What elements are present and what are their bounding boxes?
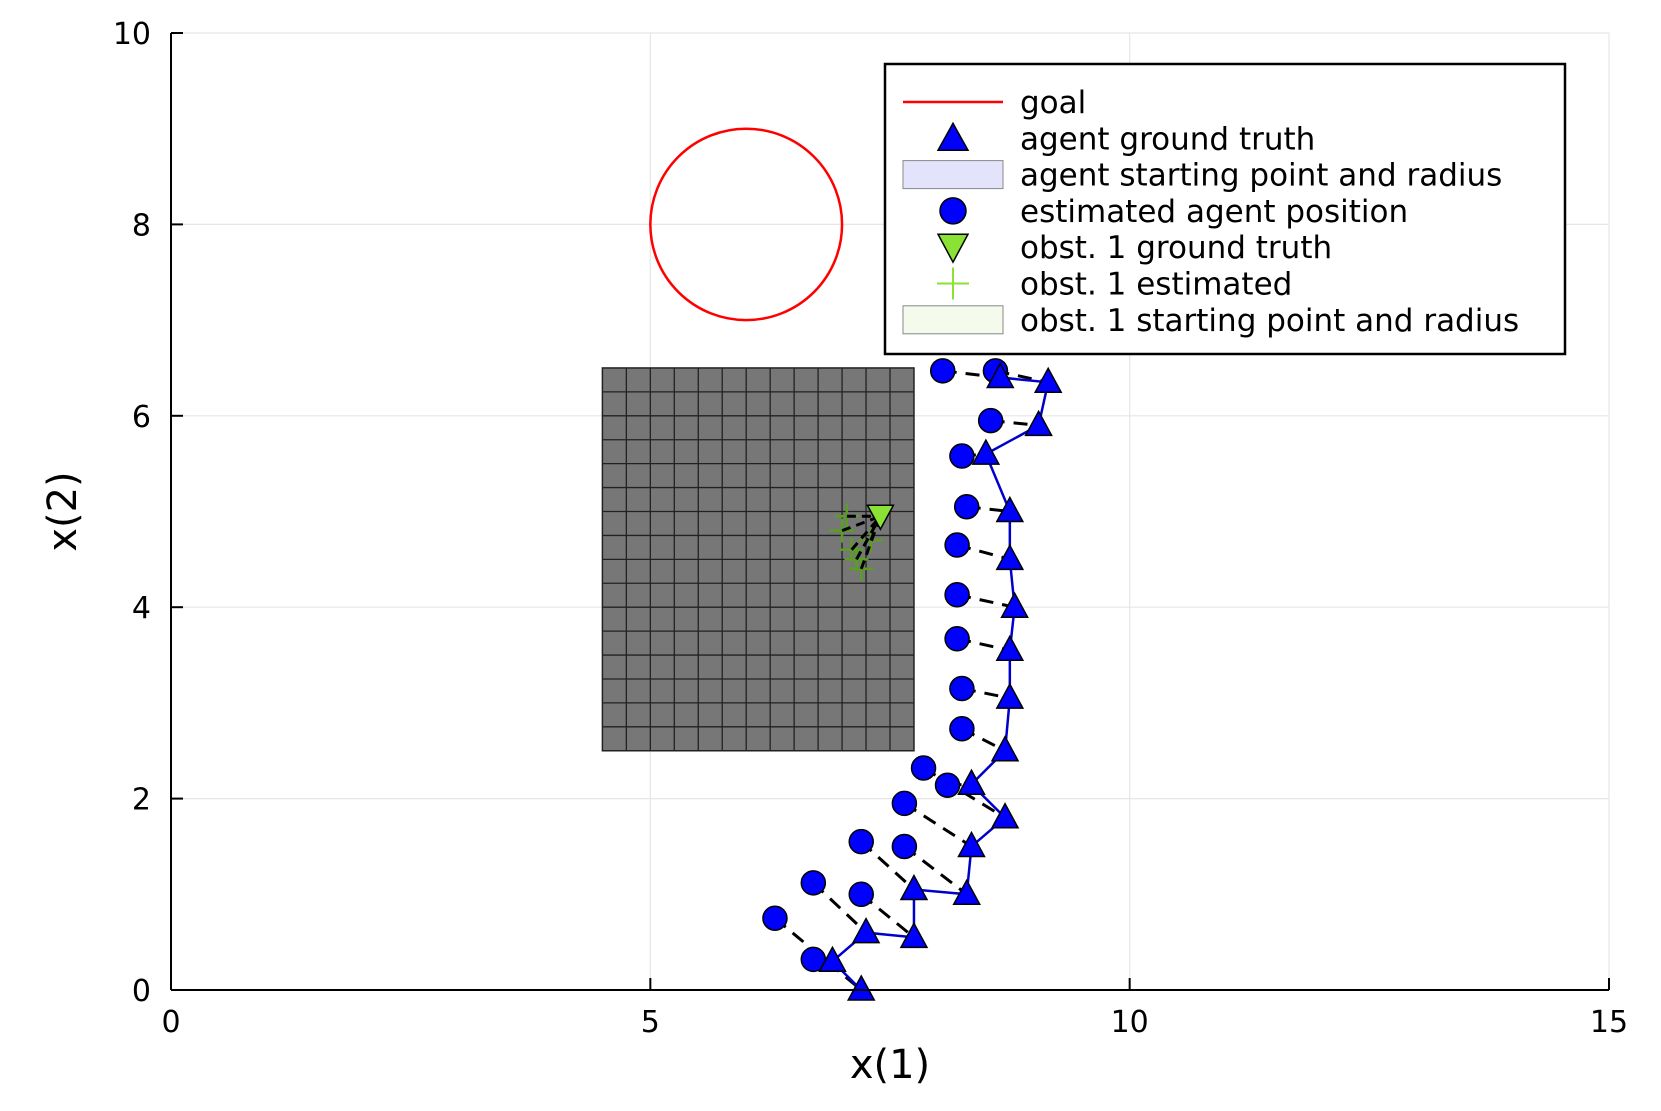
estimated-agent-marker bbox=[944, 626, 970, 652]
agent-ground-truth-marker bbox=[995, 634, 1025, 662]
goal-layer bbox=[649, 127, 844, 322]
agent-ground-truth-marker bbox=[899, 921, 929, 949]
estimated-agent-marker bbox=[977, 407, 1004, 434]
agent-ground-truth-marker bbox=[846, 974, 876, 1001]
legend-triangle-down-icon bbox=[936, 233, 970, 264]
estimated-agent-marker bbox=[848, 881, 874, 908]
agent-ground-truth-marker bbox=[995, 495, 1025, 523]
agent-ground-truth-marker bbox=[957, 768, 986, 795]
obstacle-estimated-marker bbox=[839, 537, 864, 562]
error-line bbox=[903, 802, 973, 848]
y-tick-label: 2 bbox=[132, 783, 151, 818]
legend-label: estimated agent position bbox=[1020, 194, 1408, 230]
estimated-agent-marker bbox=[949, 443, 975, 469]
y-tick-label: 0 bbox=[132, 974, 151, 1009]
legend-circle-icon bbox=[939, 197, 967, 225]
estimated-agent-marker bbox=[949, 715, 975, 742]
error-line bbox=[903, 845, 968, 896]
x-tick-label: 5 bbox=[641, 1005, 660, 1040]
estimated-agent-marker bbox=[910, 755, 937, 781]
estimated-agent-marker bbox=[929, 358, 956, 384]
y-tick-label: 6 bbox=[132, 400, 151, 435]
agent-ground-truth-marker bbox=[985, 361, 1015, 389]
agent-ground-truth-marker bbox=[995, 682, 1025, 709]
estimated-agent-marker bbox=[800, 870, 827, 896]
legend-label: goal bbox=[1020, 85, 1086, 121]
y-tick-label: 8 bbox=[132, 208, 151, 243]
agent-ground-truth-marker bbox=[957, 830, 986, 858]
agent-ground-truth-marker bbox=[851, 917, 881, 944]
y-axis-label: x(2) bbox=[40, 471, 86, 551]
agent-ground-truth-marker bbox=[818, 945, 847, 973]
agent-ground-truth-marker bbox=[990, 802, 1020, 829]
agent-ground-truth-marker bbox=[1033, 366, 1063, 394]
estimated-agent-marker bbox=[848, 828, 874, 855]
goal-circle bbox=[649, 127, 844, 322]
obstacle-ground-truth-marker bbox=[866, 504, 895, 531]
series-layer bbox=[762, 358, 1063, 1001]
estimated-agent-marker bbox=[944, 582, 970, 608]
x-tick-label: 0 bbox=[161, 1005, 180, 1040]
agent-ground-truth-marker bbox=[971, 438, 1001, 465]
estimated-agent-marker bbox=[934, 772, 961, 798]
y-tick-label: 4 bbox=[132, 591, 151, 626]
legend-label: obst. 1 ground truth bbox=[1020, 230, 1332, 266]
legend-triangle-icon bbox=[936, 121, 970, 152]
axes-layer: 0 5 10 15 0 2 4 6 8 10 x(1) x(2) bbox=[40, 17, 1628, 1088]
x-tick-label: 10 bbox=[1111, 1005, 1149, 1040]
legend-label: obst. 1 estimated bbox=[1020, 267, 1292, 303]
estimated-agent-marker bbox=[891, 833, 918, 860]
estimated-agent-marker bbox=[949, 675, 975, 702]
y-tick-label: 10 bbox=[113, 17, 151, 52]
obstacle-error-line bbox=[855, 515, 882, 561]
agent-ground-truth-marker bbox=[952, 878, 981, 906]
estimated-agent-marker bbox=[891, 790, 918, 817]
legend-label: agent starting point and radius bbox=[1020, 158, 1502, 194]
legend-cross-icon bbox=[937, 267, 969, 300]
agent-ground-truth-marker bbox=[1000, 591, 1029, 618]
legend-rect-swatch bbox=[902, 160, 1004, 190]
legend-label: obst. 1 starting point and radius bbox=[1020, 303, 1519, 339]
estimated-agent-marker bbox=[944, 532, 970, 558]
agent-ground-truth-marker bbox=[899, 873, 929, 901]
x-tick-label: 15 bbox=[1590, 1005, 1628, 1040]
legend-label: agent ground truth bbox=[1020, 121, 1315, 157]
agent-ground-truth-marker bbox=[990, 735, 1020, 762]
estimated-agent-marker bbox=[762, 905, 788, 931]
agent-ground-truth-marker bbox=[995, 543, 1025, 571]
estimated-agent-marker bbox=[953, 493, 980, 520]
x-axis-label: x(1) bbox=[850, 1042, 930, 1088]
legend-rect-swatch bbox=[902, 305, 1004, 335]
agent-ground-truth-marker bbox=[1024, 409, 1053, 437]
